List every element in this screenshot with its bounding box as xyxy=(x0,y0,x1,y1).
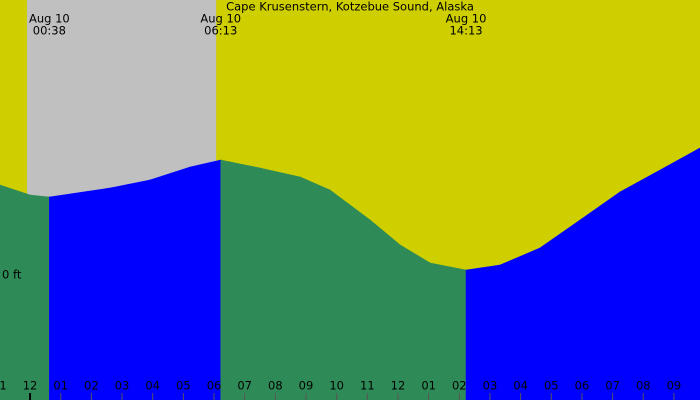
x-tick-label: 02 xyxy=(452,379,467,393)
water xyxy=(259,167,301,400)
x-tick-label: 08 xyxy=(636,379,651,393)
x-tick-label: 09 xyxy=(667,379,682,393)
water xyxy=(369,219,401,400)
tide-date: Aug 10 xyxy=(446,12,487,26)
water xyxy=(429,262,467,400)
water xyxy=(49,187,111,400)
x-tick-label: 06 xyxy=(207,379,222,393)
x-tick-label: 04 xyxy=(513,379,528,393)
tide-time: 06:13 xyxy=(204,24,237,38)
x-tick-label: 07 xyxy=(605,379,620,393)
water xyxy=(109,179,151,400)
x-tick-label: 02 xyxy=(84,379,99,393)
water xyxy=(149,166,191,400)
water xyxy=(0,184,31,400)
x-tick-label: 05 xyxy=(544,379,559,393)
x-tick-label: 12 xyxy=(391,379,406,393)
x-tick-label: 01 xyxy=(53,379,68,393)
x-tick-label: 10 xyxy=(329,379,344,393)
water xyxy=(220,159,261,400)
x-tick-label: 04 xyxy=(145,379,160,393)
tide-date: Aug 10 xyxy=(200,12,241,26)
water xyxy=(299,176,331,400)
x-tick-label: 05 xyxy=(176,379,191,393)
water xyxy=(189,159,222,400)
water xyxy=(619,169,661,400)
water xyxy=(499,247,541,400)
x-tick-label: 12 xyxy=(23,379,38,393)
x-tick-label: 11 xyxy=(360,379,375,393)
x-tick-label: 11 xyxy=(0,379,7,393)
water xyxy=(539,219,581,400)
x-tick-label: 03 xyxy=(115,379,130,393)
x-tick-label: 07 xyxy=(237,379,252,393)
tide-time: 00:38 xyxy=(33,24,66,38)
water xyxy=(465,264,501,400)
water xyxy=(329,189,371,400)
x-tick-label: 03 xyxy=(483,379,498,393)
x-tick-label: 08 xyxy=(268,379,283,393)
water xyxy=(29,194,50,400)
y-tick-label: 0 ft xyxy=(2,268,22,282)
tide-time: 14:13 xyxy=(449,24,482,38)
water xyxy=(399,244,431,400)
water xyxy=(579,191,621,400)
x-tick-label: 09 xyxy=(299,379,314,393)
water xyxy=(659,147,700,400)
chart-title: Cape Krusenstern, Kotzebue Sound, Alaska xyxy=(226,0,474,14)
x-tick-label: 06 xyxy=(575,379,590,393)
tide-date: Aug 10 xyxy=(29,12,70,26)
x-tick-label: 01 xyxy=(421,379,436,393)
